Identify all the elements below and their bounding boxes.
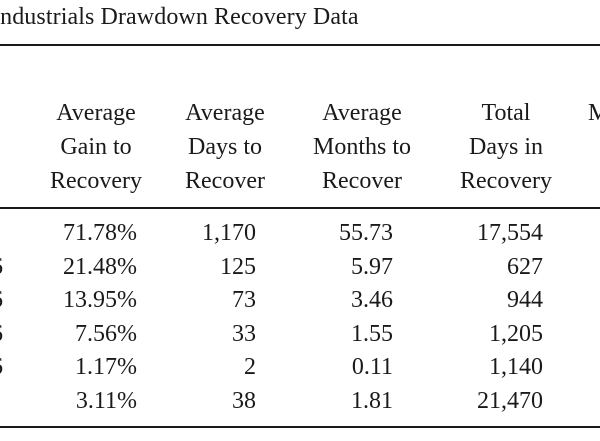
header-rule [0,207,600,209]
row-label-fragment: 6 [0,284,3,317]
cell-average-months: 1.55 [351,320,393,347]
table-title: Industrials Drawdown Recovery Data [0,4,359,30]
header-line: Average [322,100,402,126]
header-line: Average [56,100,136,126]
cell-average-days: 38 [232,387,256,414]
cell-average-gain: 71.78% [63,220,137,246]
cell-total-days: 1,140 [489,354,543,380]
header-line: Recovery [460,168,552,194]
header-average-days-to-recover: Average Days to Recover [178,96,272,198]
header-line: Days in [469,134,543,160]
cell-average-gain: 7.56% [75,320,137,347]
cell-average-days: 73 [232,287,256,313]
header-average-months-to-recover: Average Months to Recover [302,96,422,198]
cell-average-gain: 3.11% [75,387,137,414]
cell-average-months: 0.11 [351,354,393,380]
cell-average-days: 2 [244,354,256,380]
cell-total-days: 627 [507,253,543,280]
cell-total-days: 17,554 [477,220,543,246]
row-label-fragment: 6 [0,318,3,351]
cell-total-days: 1,205 [489,320,543,347]
header-average-gain-to-recovery: Average Gain to Recovery [44,96,148,198]
header-line: Months to [312,134,411,160]
header-total-days-in-recovery: Total Days in Recovery [452,96,560,198]
header-line: Total [481,100,531,126]
bottom-rule [0,426,600,428]
header-line: Gain to [60,134,132,160]
header-line: Days to [188,134,262,160]
header-line: Recover [185,168,265,194]
cell-average-months: 1.81 [351,387,393,414]
cell-average-days: 33 [232,320,256,347]
header-line: Recover [322,168,402,194]
cell-average-days: 1,170 [202,220,256,246]
row-label-fragment: 6 [0,351,3,384]
cell-average-months: 55.73 [339,220,393,246]
row-label-fragment: 6 [0,251,3,284]
header-line: Average [185,100,265,126]
cell-average-months: 5.97 [351,253,393,280]
cell-total-days: 944 [507,287,543,313]
cell-average-gain: 21.48% [63,253,137,280]
cell-average-gain: 1.17% [75,354,137,380]
cell-average-months: 3.46 [351,287,393,313]
header-line: Recovery [50,168,142,194]
cell-total-days: 21,470 [477,387,543,414]
cell-average-gain: 13.95% [63,287,137,313]
top-rule [0,44,600,46]
header-truncated: M [588,96,600,130]
cell-average-days: 125 [220,253,256,280]
header-line: M [588,100,600,126]
